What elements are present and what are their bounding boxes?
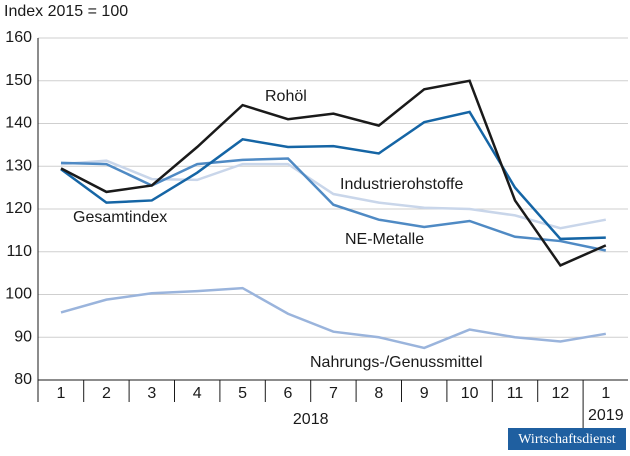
series-label: Nahrungs-/Genussmittel	[310, 354, 483, 371]
series-line	[60, 286, 607, 350]
y-tick-label: 140	[5, 115, 32, 132]
x-tick-label: 9	[420, 385, 429, 402]
y-tick-label: 110	[6, 243, 32, 260]
year-label: 2019	[588, 407, 624, 424]
series-label: NE-Metalle	[345, 231, 424, 248]
y-tick-label: 100	[5, 286, 32, 303]
x-tick-label: 7	[329, 385, 338, 402]
x-tick-label: 5	[238, 385, 247, 402]
series-line	[60, 157, 607, 252]
badge-box	[508, 428, 626, 450]
series-label: Industrierohstoffe	[340, 176, 463, 193]
x-tick-label: 11	[507, 385, 524, 402]
x-tick-label: 12	[552, 385, 570, 402]
x-tick-label: 1	[57, 385, 66, 402]
year-label: 2018	[293, 411, 329, 428]
y-tick-label: 90	[14, 328, 32, 345]
series-label: Rohöl	[265, 88, 307, 105]
y-tick-label: 130	[5, 157, 32, 174]
x-tick-label: 6	[284, 385, 293, 402]
y-tick-label: 120	[5, 200, 32, 217]
x-tick-label: 4	[193, 385, 202, 402]
x-tick-label: 2	[102, 385, 111, 402]
series-line	[60, 159, 607, 230]
series-label: Gesamtindex	[73, 209, 167, 226]
y-tick-label: 160	[5, 29, 32, 46]
y-axis-title: Index 2015 = 100	[4, 3, 128, 20]
series-line	[60, 79, 607, 267]
series-line	[60, 110, 606, 241]
y-tick-label: 150	[5, 72, 32, 89]
x-tick-label: 8	[374, 385, 383, 402]
y-tick-label: 80	[14, 371, 32, 388]
x-tick-label: 3	[147, 385, 156, 402]
x-tick-label: 10	[461, 385, 479, 402]
badge: Wirtschaftsdienst	[518, 432, 616, 447]
x-tick-label: 1	[601, 385, 610, 402]
